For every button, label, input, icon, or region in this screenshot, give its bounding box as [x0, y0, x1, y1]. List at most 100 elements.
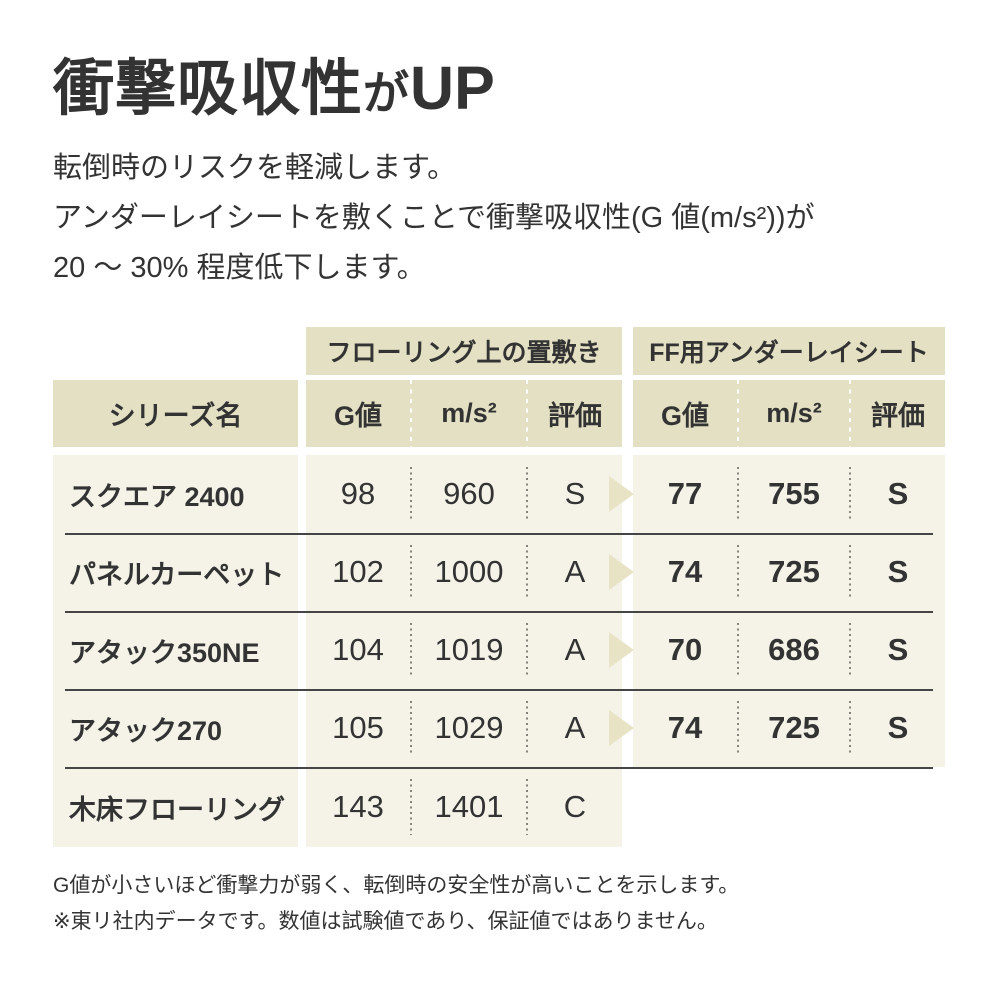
eval-before: A: [564, 632, 586, 667]
table-row: アタック350NE 104 1019 A 70 686 S: [53, 611, 945, 689]
eval-before: A: [564, 554, 586, 589]
before-values: 104 1019 A: [306, 611, 622, 689]
g-value-after: 74: [667, 554, 703, 589]
table-row: アタック270 105 1029 A 74 725 S: [53, 689, 945, 767]
cell-separator: [526, 545, 528, 599]
g-value-before: 102: [332, 554, 384, 589]
cell-separator: [410, 467, 412, 521]
cell-separator: [849, 467, 851, 521]
ms2-value-before: 1000: [434, 554, 504, 589]
series-name: スクエア 2400: [53, 455, 298, 533]
group-gap: [622, 327, 633, 375]
col-header-ms2-after: m/s²: [766, 398, 822, 428]
ms2-value-before: 960: [443, 476, 495, 511]
col-headers-after: G値 m/s² 評価: [633, 380, 945, 447]
footnote-line-2: ※東リ社内データです。数値は試験値であり、保証値ではありません。: [53, 910, 718, 933]
header-separator: [849, 380, 851, 447]
arrow-right-icon: [609, 476, 634, 512]
title-main: 衝撃吸収性: [53, 54, 364, 122]
cell-separator: [410, 779, 412, 835]
arrow-right-icon: [609, 632, 634, 668]
row-divider: [65, 689, 933, 691]
eval-before: S: [564, 476, 586, 511]
intro-line-2: アンダーレイシートを敷くことで衝撃吸収性(G 値(m/s²))が: [53, 202, 815, 234]
group-header-spacer: [53, 327, 306, 375]
cell-separator: [849, 701, 851, 755]
before-values: 143 1401 C: [306, 767, 622, 847]
col-header-eval-after: 評価: [871, 401, 925, 431]
col-headers-before: G値 m/s² 評価: [306, 380, 622, 447]
after-values: 74 725 S: [609, 689, 945, 767]
cell-separator: [526, 779, 528, 835]
ms2-value-before: 1029: [434, 710, 504, 745]
header-separator: [737, 380, 739, 447]
group-header-before: フローリング上の置敷き: [306, 327, 622, 375]
cell-separator: [526, 623, 528, 677]
table-row: パネルカーペット 102 1000 A 74 725 S: [53, 533, 945, 611]
g-value-before: 98: [340, 476, 376, 511]
series-name: アタック270: [53, 689, 298, 767]
cell-separator: [737, 467, 739, 521]
table-body: スクエア 2400 98 960 S 77 755 S: [53, 455, 945, 847]
arrow-right-icon: [609, 710, 634, 746]
ms2-value-after: 755: [768, 476, 820, 511]
arrow-right-icon: [609, 554, 634, 590]
before-values: 98 960 S: [306, 455, 622, 533]
after-values: 77 755 S: [609, 455, 945, 533]
footnote-line-1: G値が小さいほど衝撃力が弱く、転倒時の安全性が高いことを示します。: [53, 874, 740, 897]
g-value-before: 104: [332, 632, 384, 667]
cell-separator: [849, 545, 851, 599]
g-value-after: 70: [667, 632, 703, 667]
g-value-after: 74: [667, 710, 703, 745]
intro-paragraph: 転倒時のリスクを軽減します。 アンダーレイシートを敷くことで衝撃吸収性(G 値(…: [53, 143, 945, 293]
table-row: 木床フローリング 143 1401 C: [53, 767, 945, 847]
cell-separator: [849, 623, 851, 677]
eval-after: S: [887, 632, 909, 667]
row-divider: [65, 767, 933, 769]
col-header-g-before: G値: [333, 401, 382, 431]
row-divider: [65, 611, 933, 613]
footnotes: G値が小さいほど衝撃力が弱く、転倒時の安全性が高いことを示します。 ※東リ社内デ…: [53, 868, 945, 940]
eval-before: A: [564, 710, 586, 745]
header-separator: [526, 380, 528, 447]
g-value-before: 143: [332, 789, 384, 824]
group-header-row: フローリング上の置敷き FF用アンダーレイシート: [53, 327, 945, 375]
page: 衝撃吸収性がUP 転倒時のリスクを軽減します。 アンダーレイシートを敷くことで衝…: [53, 58, 945, 940]
eval-after: S: [887, 710, 909, 745]
g-value-before: 105: [332, 710, 384, 745]
before-values: 102 1000 A: [306, 533, 622, 611]
page-title: 衝撃吸収性がUP: [53, 58, 945, 119]
cell-separator: [737, 701, 739, 755]
title-latin: UP: [410, 54, 495, 122]
g-value-after: 77: [667, 476, 703, 511]
header-separator: [410, 380, 412, 447]
cell-separator: [410, 545, 412, 599]
comparison-table: フローリング上の置敷き FF用アンダーレイシート シリーズ名 G値 m/s² 評…: [53, 327, 945, 847]
ms2-value-after: 725: [768, 554, 820, 589]
eval-before: C: [563, 789, 587, 824]
intro-line-3: 20 ～ 30% 程度低下します。: [53, 252, 426, 284]
cell-separator: [410, 623, 412, 677]
group-header-after: FF用アンダーレイシート: [633, 327, 945, 375]
cell-separator: [737, 623, 739, 677]
series-name: 木床フローリング: [53, 767, 298, 847]
after-values: 74 725 S: [609, 533, 945, 611]
row-divider: [65, 533, 933, 535]
cell-separator: [410, 701, 412, 755]
before-values: 105 1029 A: [306, 689, 622, 767]
title-particle: が: [363, 67, 411, 119]
series-name: パネルカーペット: [53, 533, 298, 611]
col-header-g-after: G値: [660, 401, 709, 431]
table-row: スクエア 2400 98 960 S 77 755 S: [53, 455, 945, 533]
ms2-value-after: 725: [768, 710, 820, 745]
ms2-value-after: 686: [768, 632, 820, 667]
column-header-row: シリーズ名 G値 m/s² 評価 G値 m/s² 評価: [53, 380, 945, 447]
cell-separator: [526, 467, 528, 521]
series-name: アタック350NE: [53, 611, 298, 689]
col-header-ms2-before: m/s²: [441, 398, 497, 428]
ms2-value-before: 1019: [434, 632, 504, 667]
cell-separator: [526, 701, 528, 755]
cell-separator: [737, 545, 739, 599]
col-header-series: シリーズ名: [53, 380, 298, 447]
eval-after: S: [887, 476, 909, 511]
